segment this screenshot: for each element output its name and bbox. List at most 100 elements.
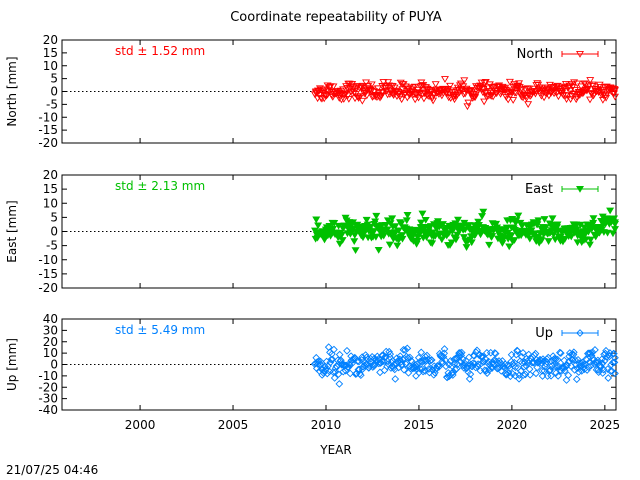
up-data-point xyxy=(412,372,420,380)
up-data-point xyxy=(610,349,618,358)
east-data-point xyxy=(561,235,569,243)
east-y-tick-label: -5 xyxy=(46,239,58,253)
east-data-point xyxy=(589,215,598,222)
up-data-point xyxy=(449,368,457,377)
north-data-point xyxy=(332,90,341,98)
up-y-tick-label: 10 xyxy=(43,346,58,360)
up-data-point xyxy=(328,355,337,364)
up-legend-label: Up xyxy=(535,326,553,341)
north-data-point xyxy=(401,83,410,91)
east-data-point xyxy=(320,236,329,244)
north-data-point xyxy=(335,95,344,102)
east-data-point xyxy=(537,237,546,245)
up-data-point xyxy=(400,365,408,374)
x-tick-label: 2005 xyxy=(218,418,249,432)
east-data-point xyxy=(417,219,426,227)
east-data-point xyxy=(498,240,507,247)
up-data-point xyxy=(323,369,332,378)
up-data-point xyxy=(582,356,591,364)
panel-up: Up [mm] std ± 5.49 mm Up 403020100-10-20… xyxy=(5,312,619,417)
north-data-point xyxy=(446,82,454,90)
east-data-point xyxy=(381,222,390,229)
up-data-point xyxy=(575,359,584,368)
north-data-point xyxy=(343,92,352,100)
north-data-point xyxy=(478,89,487,97)
north-data-point xyxy=(373,85,382,93)
up-data-point xyxy=(559,363,568,372)
up-data-point xyxy=(334,370,343,379)
east-std-label: std ± 2.13 mm xyxy=(115,179,205,193)
north-y-tick-label: -15 xyxy=(38,123,58,137)
up-data-point xyxy=(321,362,330,371)
east-data-point xyxy=(459,234,468,241)
up-y-tick-label: -30 xyxy=(38,392,58,406)
east-data-point xyxy=(403,212,412,219)
east-data-point xyxy=(428,240,437,248)
up-data-point xyxy=(487,363,496,371)
up-data-point xyxy=(602,353,611,361)
up-data-point xyxy=(411,361,420,369)
north-data-point xyxy=(377,89,386,96)
east-data-point xyxy=(510,237,519,244)
north-data-points xyxy=(310,76,619,111)
up-data-point xyxy=(543,372,552,380)
up-data-point xyxy=(590,360,599,369)
x-tick-label: 2020 xyxy=(497,418,528,432)
up-data-point xyxy=(598,359,607,368)
north-data-point xyxy=(379,79,388,86)
timestamp: 21/07/25 04:46 xyxy=(6,463,98,477)
north-data-point xyxy=(507,89,516,97)
north-data-point xyxy=(598,89,607,96)
up-data-point xyxy=(333,356,342,365)
east-data-point xyxy=(548,215,557,223)
east-legend-marker xyxy=(576,185,584,193)
north-data-point xyxy=(341,91,350,98)
up-data-point xyxy=(471,363,480,372)
up-data-point xyxy=(588,348,597,356)
up-data-point xyxy=(528,358,536,367)
north-data-point xyxy=(364,83,373,90)
north-y-tick-label: 5 xyxy=(50,72,58,86)
north-data-point xyxy=(411,96,420,104)
north-data-point xyxy=(531,90,540,98)
up-y-tick-label: 40 xyxy=(43,312,58,326)
north-data-point xyxy=(480,79,489,87)
east-data-point xyxy=(474,218,483,226)
up-data-point xyxy=(511,363,520,372)
north-data-point xyxy=(471,94,480,101)
up-data-point xyxy=(591,358,600,366)
east-y-tick-label: 5 xyxy=(50,210,58,224)
up-data-point xyxy=(453,360,462,369)
up-data-point xyxy=(438,357,446,366)
up-data-point xyxy=(515,374,523,383)
east-data-point xyxy=(462,244,471,251)
up-data-point xyxy=(327,355,336,364)
east-data-point xyxy=(525,235,534,243)
up-data-point xyxy=(568,356,577,364)
up-data-point xyxy=(414,353,423,362)
north-data-point xyxy=(429,97,438,105)
up-data-point xyxy=(610,358,619,367)
up-data-point xyxy=(538,372,547,380)
east-data-point xyxy=(385,241,394,249)
north-data-point xyxy=(522,95,531,102)
east-y-tick-label: 15 xyxy=(43,182,58,196)
north-data-point xyxy=(453,92,462,99)
north-y-tick-label: 0 xyxy=(50,85,58,99)
north-data-point xyxy=(466,87,475,94)
north-data-point xyxy=(452,87,461,95)
up-y-axis-label: Up [mm] xyxy=(5,338,19,391)
east-data-point xyxy=(438,221,447,228)
up-data-point xyxy=(383,362,391,371)
east-data-point xyxy=(567,233,576,241)
east-data-point xyxy=(398,232,407,239)
north-data-point xyxy=(489,93,498,101)
east-data-point xyxy=(379,232,388,240)
north-y-tick-label: -10 xyxy=(38,110,58,124)
north-data-point xyxy=(609,85,617,93)
up-data-point xyxy=(474,360,482,368)
up-data-point xyxy=(397,358,405,366)
east-data-point xyxy=(586,236,595,244)
x-tick-label: 2010 xyxy=(311,418,342,432)
north-data-point xyxy=(479,85,488,93)
